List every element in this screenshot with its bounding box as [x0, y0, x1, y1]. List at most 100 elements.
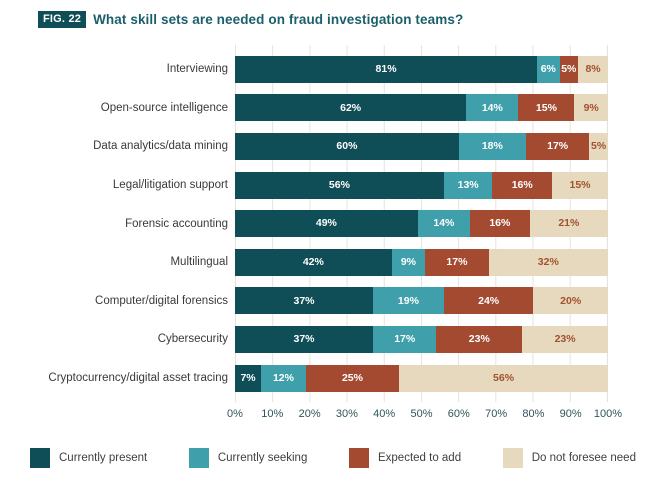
bar-value-label: 16% [511, 178, 533, 191]
category-label: Data analytics/data mining [93, 140, 228, 153]
bar-value-label: 42% [302, 256, 324, 269]
bar-row: 56% 13% 16% 15% [235, 166, 608, 205]
category-label: Open-source intelligence [100, 101, 228, 114]
bar-row: 37% 17% 23% 23% [235, 320, 608, 359]
legend-item: Expected to add [348, 448, 461, 469]
category-label: Forensic accounting [125, 217, 228, 230]
bar-segment: 19% [373, 287, 444, 315]
legend-swatch [188, 448, 209, 469]
bar-row: 49% 14% 16% 21% [235, 204, 608, 243]
legend-label: Currently seeking [217, 452, 308, 465]
bar-row: 62% 14% 15% 9% [235, 89, 608, 128]
bar-segment: 16% [469, 210, 530, 238]
bar-segment: 18% [458, 132, 526, 160]
plot-area: 81% 6% 5% 8% 62% 14% 15% 9% 60% 18% 17% 5% 56% 13% 16%… [235, 45, 608, 403]
bar-value-label: 14% [481, 101, 503, 114]
bar-segment: 14% [417, 210, 470, 238]
bar-value-label: 16% [489, 217, 511, 230]
bar-segment: 21% [529, 210, 608, 238]
bar-value-label: 20% [560, 294, 582, 307]
bar-value-label: 15% [535, 101, 557, 114]
category-labels: Interviewing Open-source intelligence Data… [30, 50, 235, 402]
bar-segment: 37% [235, 325, 373, 353]
bar-value-label: 56% [493, 371, 515, 384]
category-label: Legal/litigation support [112, 179, 228, 192]
bar-value-label: 24% [478, 294, 500, 307]
bar-segment: 14% [466, 94, 519, 122]
bar-value-label: 5% [561, 63, 577, 76]
bar-segment: 17% [373, 325, 437, 353]
bar-segment: 81% [235, 55, 538, 83]
bar-segment: 17% [425, 248, 489, 276]
bar-segment: 16% [492, 171, 553, 199]
bar-segment: 8% [578, 55, 608, 83]
bar-value-label: 18% [481, 140, 503, 153]
bar-value-label: 17% [547, 140, 569, 153]
bar-segment: 17% [525, 132, 590, 160]
bar-segment: 15% [552, 171, 608, 199]
x-tick-label: 50% [410, 408, 433, 421]
figure-title: What skill sets are needed on fraud inve… [93, 12, 464, 27]
bar-segment: 5% [589, 132, 608, 160]
bar-segment: 23% [522, 325, 608, 353]
bar-row: 42% 9% 17% 32% [235, 243, 608, 282]
bar-row: 7% 12% 25% 56% [235, 359, 608, 398]
bar-value-label: 23% [554, 333, 576, 346]
bar-value-label: 37% [293, 333, 315, 346]
x-tick-label: 70% [485, 408, 508, 421]
legend-label: Do not foresee need [531, 452, 636, 465]
bar-value-label: 9% [583, 101, 599, 114]
bar-value-label: 15% [569, 178, 591, 191]
bar-segment: 9% [391, 248, 426, 276]
bar-value-label: 13% [457, 178, 479, 191]
category-label: Computer/digital forensics [95, 294, 228, 307]
bar-segment: 13% [443, 171, 493, 199]
bar-value-label: 19% [397, 294, 419, 307]
legend-item: Currently seeking [188, 448, 308, 469]
x-tick-label: 40% [373, 408, 396, 421]
legend-swatch [30, 448, 50, 469]
x-axis: 0% 10% 20% 30% 40% 50% 60% 70% 80% 90% 100% [227, 408, 622, 422]
x-tick-label: 30% [335, 408, 358, 421]
stacked-bar: 7% 12% 25% 56% [235, 364, 608, 392]
stacked-bar: 37% 19% 24% 20% [235, 287, 608, 315]
legend-item: Do not foresee need [502, 448, 636, 469]
bar-row: 37% 19% 24% 20% [235, 282, 608, 321]
stacked-bar: 49% 14% 16% 21% [235, 210, 608, 238]
bar-segment: 60% [235, 132, 459, 160]
bar-segment: 24% [443, 287, 534, 315]
bar-segment: 6% [537, 55, 560, 83]
category-label: Multilingual [170, 256, 228, 269]
bar-value-label: 5% [591, 140, 607, 153]
bar-segment: 32% [488, 248, 608, 276]
x-tick-label: 80% [522, 408, 545, 421]
legend-swatch [502, 448, 523, 469]
bar-value-label: 23% [468, 333, 490, 346]
bar-segment: 15% [518, 94, 575, 122]
bar-segment: 23% [436, 325, 523, 353]
legend-label: Currently present [59, 452, 148, 465]
bar-value-label: 8% [585, 63, 601, 76]
bar-value-label: 56% [328, 178, 350, 191]
bar-segment: 56% [235, 171, 444, 199]
x-tick-label: 0% [227, 408, 243, 421]
bar-segment: 42% [235, 248, 392, 276]
bar-segment: 7% [235, 364, 262, 392]
x-tick-label: 10% [261, 408, 284, 421]
stacked-bar: 42% 9% 17% 32% [235, 248, 608, 276]
x-tick-label: 100% [593, 408, 623, 421]
bar-value-label: 60% [336, 140, 358, 153]
category-label: Cryptocurrency/digital asset tracing [48, 372, 228, 385]
legend-item: Currently present [30, 448, 148, 469]
bar-row: 81% 6% 5% 8% [235, 50, 608, 89]
bar-segment: 12% [261, 364, 306, 392]
category-label: Interviewing [166, 63, 228, 76]
bar-segment: 25% [305, 364, 400, 392]
bar-value-label: 37% [293, 294, 315, 307]
x-tick-label: 60% [447, 408, 470, 421]
bar-segment: 49% [235, 210, 418, 238]
bar-value-label: 32% [537, 256, 559, 269]
bar-value-label: 14% [433, 217, 455, 230]
stacked-bar: 60% 18% 17% 5% [235, 132, 608, 160]
